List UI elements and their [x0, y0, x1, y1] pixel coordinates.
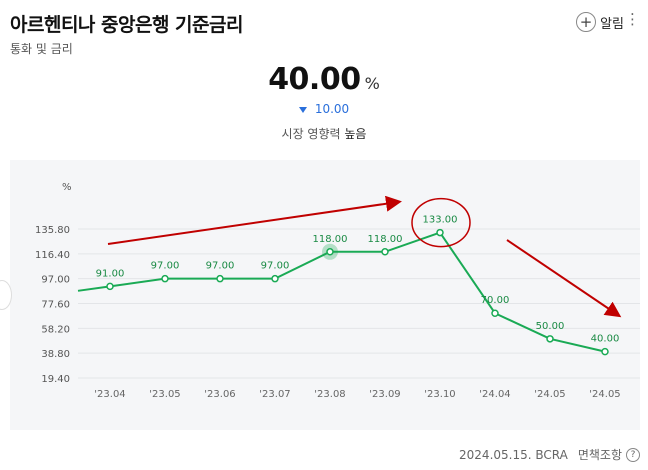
y-tick-label: 38.80 — [41, 349, 70, 360]
x-tick-label: '23.04 — [94, 389, 125, 400]
line-chart[interactable]: 135.80 116.40 97.00 77.60 58.20 38.80 19.40% '2… — [10, 160, 640, 430]
down-arrow-icon — [298, 106, 307, 113]
data-point — [381, 248, 389, 256]
annotation-circle — [411, 197, 471, 248]
help-icon[interactable]: ? — [626, 447, 640, 462]
data-label: 118.00 — [313, 234, 348, 245]
data-label: 97.00 — [261, 261, 290, 272]
data-point — [601, 347, 609, 356]
disclaimer-link[interactable]: 면책조항 — [577, 448, 622, 462]
data-label: 91.00 — [96, 268, 125, 279]
y-tick-label: 97.00 — [41, 275, 70, 286]
x-tick-label: '23.09 — [369, 389, 400, 400]
data-label: 118.00 — [368, 234, 403, 245]
x-tick-label: '23.05 — [149, 389, 180, 400]
x-tick-label: '23.07 — [259, 389, 290, 400]
y-tick-label: 58.20 — [41, 324, 70, 335]
page-title: 아르헨티나 중앙은행 기준금리 — [10, 14, 243, 36]
data-point — [546, 335, 554, 343]
x-tick-label: '23.08 — [314, 389, 345, 400]
change-value: 10.00 — [314, 102, 350, 116]
data-point — [161, 274, 169, 283]
data-label: 50.00 — [536, 321, 565, 332]
data-point — [326, 248, 334, 256]
data-point — [216, 274, 224, 283]
impact-value: 높음 — [344, 127, 367, 141]
annotation-arrow-up — [107, 195, 402, 245]
source-date: 2024.05.15. BCRA — [459, 447, 568, 462]
data-label: 40.00 — [591, 334, 620, 345]
plus-circle-icon: + — [576, 12, 597, 32]
data-point — [491, 309, 499, 317]
y-axis-label: % — [62, 182, 72, 193]
more-vertical-icon[interactable]: ⋮ — [625, 10, 640, 28]
series-line — [77, 231, 606, 353]
x-tick-label: '24.05 — [589, 389, 620, 400]
rate-unit: % — [364, 74, 380, 93]
data-point — [436, 228, 444, 237]
data-label: 97.00 — [151, 261, 180, 272]
y-tick-label: 77.60 — [41, 300, 70, 311]
data-label: 70.00 — [481, 295, 510, 306]
rate-change: 10.00 — [0, 102, 648, 116]
rate-value: 40.00 — [268, 62, 361, 97]
alert-button[interactable]: + 알림 — [576, 12, 624, 32]
impact-label: 시장 영향력 — [281, 127, 341, 141]
chart-area: 135.80 116.40 97.00 77.60 58.20 38.80 19.40% '2… — [10, 160, 640, 430]
x-tick-label: '24.05 — [534, 389, 565, 400]
y-tick-label: 19.40 — [41, 374, 70, 385]
y-tick-label: 135.80 — [35, 225, 70, 236]
annotation-arrow-down — [506, 239, 622, 318]
footer: 2024.05.15. BCRA 면책조항 ? — [459, 446, 640, 463]
x-tick-label: '23.06 — [204, 389, 235, 400]
y-tick-label: 116.40 — [35, 250, 70, 261]
x-tick-label: '23.10 — [424, 389, 455, 400]
data-point — [271, 274, 279, 283]
market-impact: 시장 영향력 높음 — [0, 125, 648, 142]
alert-label: 알림 — [600, 16, 624, 32]
data-point — [106, 282, 114, 291]
category-label: 통화 및 금리 — [10, 42, 73, 56]
data-label: 133.00 — [423, 215, 458, 226]
x-tick-label: '24.04 — [479, 389, 510, 400]
data-label: 97.00 — [206, 261, 235, 272]
current-value: 40.00% — [0, 62, 648, 97]
